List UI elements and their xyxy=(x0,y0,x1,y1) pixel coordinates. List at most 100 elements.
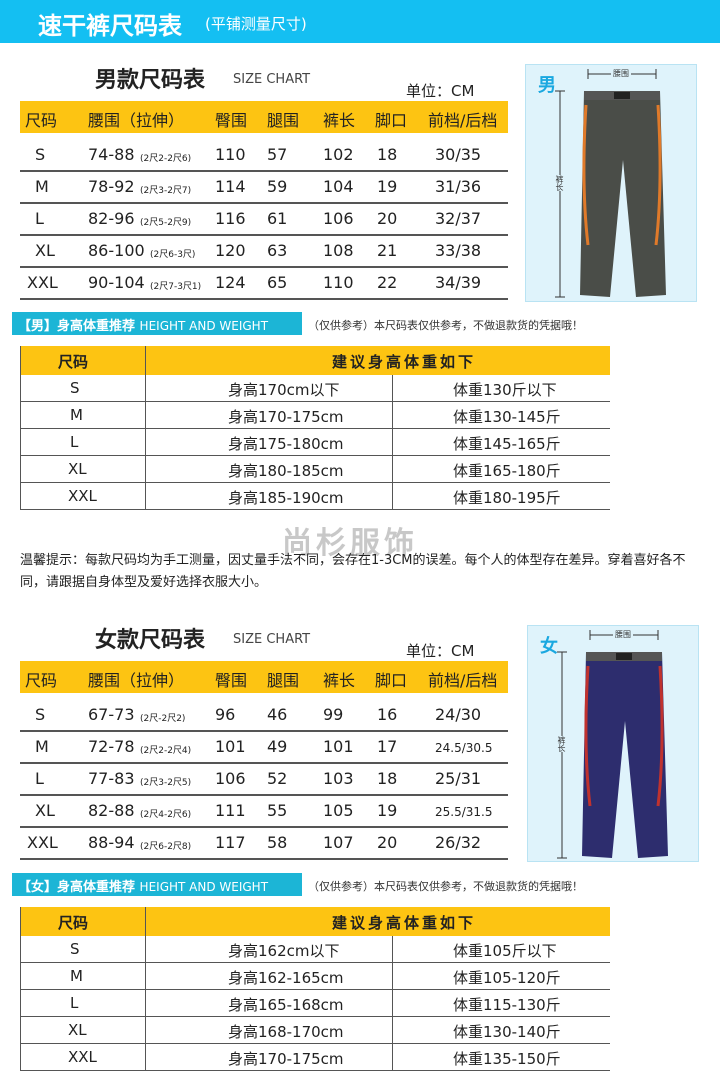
table-row: L 身高165-168cm 体重115-130斤 xyxy=(20,990,610,1017)
table-row: L 身高175-180cm 体重145-165斤 xyxy=(20,429,610,456)
men-section: 男款尺码表 SIZE CHART 单位：CM 尺码 腰围（拉伸） 臀围 腿围 裤长 脚口前… xyxy=(12,64,697,510)
hem-cell: 16 xyxy=(377,705,398,724)
men-pants-image: 男 腰围 裤长 xyxy=(525,64,697,302)
column-header: 裤长 xyxy=(323,111,356,130)
column-header: 腿围 xyxy=(267,671,300,690)
men-disclaimer: （仅供参考）本尺码表仅供参考，不做退款货的凭据哦！ xyxy=(308,319,583,332)
waist-note: (2尺4-2尺6) xyxy=(140,810,192,820)
thigh-cell: 57 xyxy=(267,145,288,164)
badge-label: 【女】身高体重推荐 xyxy=(18,880,136,895)
size-cell: XXL xyxy=(27,833,58,852)
size-cell: L xyxy=(70,433,79,451)
waist-cell: 77-83 xyxy=(88,769,135,788)
hip-cell: 111 xyxy=(215,801,246,820)
thigh-cell: 63 xyxy=(267,241,288,260)
waist-note: (2尺2-2尺4) xyxy=(140,746,192,756)
waist-cell: 78-92 xyxy=(88,177,135,196)
size-cell: S xyxy=(70,379,80,397)
column-divider xyxy=(392,936,393,1071)
waist-note: (2尺6-2尺8) xyxy=(140,842,192,852)
watermark: 尚杉服饰 xyxy=(282,526,418,561)
hem-cell: 19 xyxy=(377,801,398,820)
hem-cell: 21 xyxy=(377,241,398,260)
waist-note: (2尺3-2尺5) xyxy=(140,778,192,788)
page-subtitle: (平铺测量尺寸) xyxy=(205,15,307,33)
size-cell: M xyxy=(70,967,83,985)
waist-cell: 72-78 xyxy=(88,737,135,756)
thigh-cell: 61 xyxy=(267,209,288,228)
women-subtitle: SIZE CHART xyxy=(233,632,311,647)
women-unit: 单位：CM xyxy=(406,642,475,660)
size-cell: M xyxy=(35,177,49,196)
column-divider xyxy=(392,375,393,510)
weight-cell: 体重130-145斤 xyxy=(453,408,561,426)
height-cell: 身高170cm以下 xyxy=(228,381,340,399)
table-row: L 77-83 (2尺3-2尺5) 106 52 103 18 25/31 xyxy=(20,764,508,796)
rise-cell: 30/35 xyxy=(435,145,482,164)
table-row: XL 82-88 (2尺4-2尺6) 111 55 105 19 25.5/31.5 xyxy=(20,796,508,828)
page-title: 速干裤尺码表 xyxy=(38,12,182,40)
height-cell: 身高165-168cm xyxy=(228,996,344,1014)
size-cell: L xyxy=(35,209,44,228)
men-title: 男款尺码表 xyxy=(95,68,206,93)
women-title: 女款尺码表 xyxy=(95,628,206,653)
size-cell: XL xyxy=(68,1021,87,1039)
thigh-cell: 65 xyxy=(267,273,288,292)
length-cell: 107 xyxy=(323,833,354,852)
size-cell: S xyxy=(35,145,46,164)
women-hw-badge: 【女】身高体重推荐 HEIGHT AND WEIGHT xyxy=(12,873,302,896)
hw-size-header: 尺码 xyxy=(58,353,89,371)
table-row: XL 身高168-170cm 体重130-140斤 xyxy=(20,1017,610,1044)
waist-cell: 82-88 xyxy=(88,801,135,820)
size-cell: L xyxy=(35,769,44,788)
height-cell: 身高162cm以下 xyxy=(228,942,340,960)
length-cell: 99 xyxy=(323,705,344,724)
hem-cell: 19 xyxy=(377,177,398,196)
hem-cell: 22 xyxy=(377,273,398,292)
table-row: M 身高162-165cm 体重105-120斤 xyxy=(20,963,610,990)
size-cell: XXL xyxy=(27,273,58,292)
rise-cell: 25.5/31.5 xyxy=(435,805,493,819)
table-row: XL 身高180-185cm 体重165-180斤 xyxy=(20,456,610,483)
hip-cell: 101 xyxy=(215,737,246,756)
height-cell: 身高175-180cm xyxy=(228,435,344,453)
weight-cell: 体重130-140斤 xyxy=(453,1023,561,1041)
thigh-cell: 58 xyxy=(267,833,288,852)
rise-cell: 33/38 xyxy=(435,241,482,260)
rise-cell: 34/39 xyxy=(435,273,482,292)
badge-en: HEIGHT AND WEIGHT xyxy=(139,880,269,894)
weight-cell: 体重105斤以下 xyxy=(453,942,557,960)
table-row: M 身高170-175cm 体重130-145斤 xyxy=(20,402,610,429)
header-bar: 速干裤尺码表 (平铺测量尺寸) xyxy=(0,0,720,43)
table-border xyxy=(20,346,21,510)
table-row: XL 86-100 (2尺6-3尺) 120 63 108 21 33/38 xyxy=(20,236,508,268)
waist-cell: 88-94 xyxy=(88,833,135,852)
length-cell: 108 xyxy=(323,241,354,260)
hip-cell: 120 xyxy=(215,241,246,260)
column-header: 腰围（拉伸） xyxy=(88,671,185,690)
men-size-table-header: 尺码 腰围（拉伸） 臀围 腿围 裤长 脚口 前档/后档 xyxy=(20,101,508,133)
women-disclaimer: （仅供参考）本尺码表仅供参考，不做退款货的凭据哦！ xyxy=(308,880,583,893)
column-header: 前档/后档 xyxy=(428,111,498,130)
length-label: 裤长 xyxy=(556,736,567,752)
badge-label: 【男】身高体重推荐 xyxy=(18,319,136,334)
table-row: L 82-96 (2尺5-2尺9) 116 61 106 20 32/37 xyxy=(20,204,508,236)
hip-cell: 106 xyxy=(215,769,246,788)
weight-cell: 体重180-195斤 xyxy=(453,489,561,507)
waist-cell: 90-104 xyxy=(88,273,145,292)
size-cell: XXL xyxy=(68,1048,97,1066)
waist-label: 腰围 xyxy=(613,629,633,640)
weight-cell: 体重105-120斤 xyxy=(453,969,561,987)
hem-cell: 18 xyxy=(377,769,398,788)
pants-icon xyxy=(557,630,668,859)
size-cell: XL xyxy=(35,241,55,260)
length-cell: 102 xyxy=(323,145,354,164)
column-header: 尺码 xyxy=(25,111,58,130)
rise-cell: 32/37 xyxy=(435,209,482,228)
hip-cell: 124 xyxy=(215,273,246,292)
weight-cell: 体重115-130斤 xyxy=(453,996,561,1014)
tip-text: 温馨提示：每款尺码均为手工测量，因丈量手法不同，会存在1-3CM的误差。每个人的… xyxy=(20,553,686,590)
waist-note: (2尺6-3尺) xyxy=(150,250,196,260)
column-header: 裤长 xyxy=(323,671,356,690)
waist-cell: 86-100 xyxy=(88,241,145,260)
